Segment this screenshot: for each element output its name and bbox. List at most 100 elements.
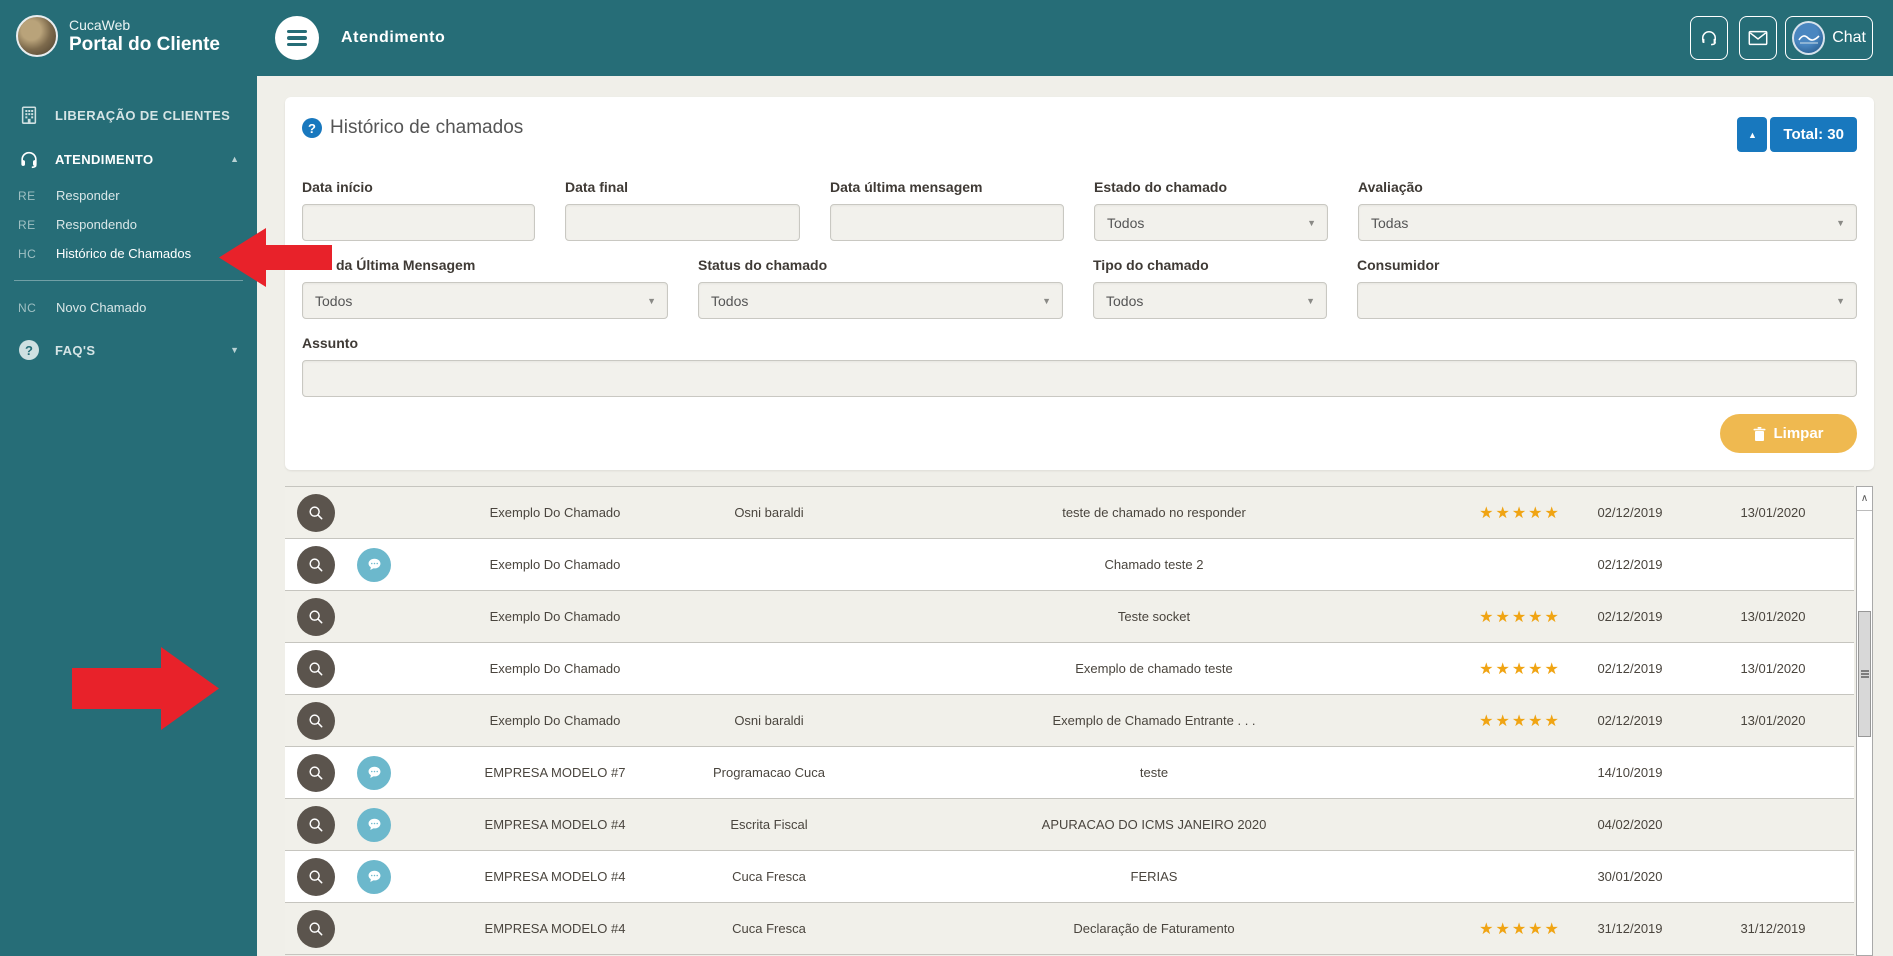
table-row: Exemplo Do Chamado Osni baraldi Exemplo … (285, 695, 1854, 747)
field-label-status-do-chamado: Status do chamado (698, 257, 828, 273)
company-cell: Exemplo Do Chamado (489, 557, 621, 572)
view-ticket-button[interactable] (297, 649, 335, 688)
row-actions (285, 909, 405, 948)
company-cell: EMPRESA MODELO #4 (484, 817, 626, 832)
table-row: Exemplo Do Chamado Chamado teste 2 02/12… (285, 539, 1854, 591)
view-ticket-button[interactable] (297, 597, 335, 636)
chevron-down-icon: ▼ (1042, 295, 1051, 306)
chat-indicator-icon[interactable] (357, 807, 391, 842)
chevron-down-icon: ▼ (1836, 295, 1845, 306)
brand-subtitle: Portal do Cliente (69, 33, 220, 55)
messages-button[interactable] (1739, 16, 1777, 60)
chevron-down-icon[interactable]: ▼ (230, 345, 239, 355)
table-row: Exemplo Do Chamado Osni baraldi teste de… (285, 487, 1854, 539)
view-ticket-button[interactable] (297, 909, 335, 948)
rating-stars: ★★★★★ (1479, 660, 1561, 678)
table-scrollbar[interactable]: ∧ (1856, 486, 1873, 956)
tipo-da-ultima-mensagem-select[interactable]: Todos ▼ (302, 282, 668, 319)
view-ticket-button[interactable] (297, 857, 335, 896)
company-cell: Exemplo Do Chamado (489, 609, 621, 624)
subject-cell: Chamado teste 2 (1104, 557, 1204, 572)
support-headset-button[interactable] (1690, 16, 1728, 60)
sidebar-item-label: Respondendo (56, 217, 137, 232)
tickets-table: Exemplo Do Chamado Osni baraldi teste de… (285, 486, 1854, 955)
attendant-cell: Osni baraldi (734, 505, 804, 520)
data-inicio-input[interactable] (302, 204, 535, 241)
estado-do-chamado-select[interactable]: Todos ▼ (1094, 204, 1328, 241)
status-do-chamado-select[interactable]: Todos ▼ (698, 282, 1063, 319)
brand-avatar (16, 15, 58, 57)
chat-indicator-icon[interactable] (357, 547, 391, 582)
filters-panel: ? Histórico de chamados ▲ Total: 30 Data… (285, 97, 1874, 470)
subject-cell: FERIAS (1130, 869, 1178, 884)
chat-button[interactable]: Chat (1785, 16, 1873, 60)
company-cell: Exemplo Do Chamado (489, 713, 621, 728)
field-label-assunto: Assunto (302, 335, 358, 351)
consumidor-select[interactable]: ▼ (1357, 282, 1857, 319)
menu-toggle-button[interactable] (275, 16, 319, 60)
subject-cell: APURACAO DO ICMS JANEIRO 2020 (1041, 817, 1267, 832)
data-ultima-mensagem-input[interactable] (830, 204, 1064, 241)
sidebar-item-responder[interactable]: RE Responder (0, 181, 257, 210)
assunto-input[interactable] (302, 360, 1857, 397)
headset-icon (18, 149, 40, 169)
sidebar-item-novo-chamado[interactable]: NC Novo Chamado (0, 293, 257, 322)
subject-cell: teste (1139, 765, 1169, 780)
sidebar-item-atendimento[interactable]: ATENDIMENTO ▲ (0, 137, 257, 181)
company-cell: EMPRESA MODELO #4 (484, 921, 626, 936)
tipo-do-chamado-select[interactable]: Todos ▼ (1093, 282, 1327, 319)
company-cell: Exemplo Do Chamado (489, 505, 621, 520)
panel-title: Histórico de chamados (330, 117, 524, 138)
row-actions (285, 493, 405, 532)
view-ticket-button[interactable] (297, 701, 335, 740)
field-label-data-ultima-mensagem: Data última mensagem (830, 179, 983, 195)
sidebar-item-respondendo[interactable]: RE Respondendo (0, 210, 257, 239)
attendant-cell: Osni baraldi (734, 713, 804, 728)
open-date-cell: 02/12/2019 (1597, 505, 1663, 520)
sidebar-item-label: FAQ'S (55, 342, 96, 358)
panel-title-row: ? Histórico de chamados (302, 117, 523, 139)
table-row: EMPRESA MODELO #4 Cuca Fresca Declaração… (285, 903, 1854, 955)
open-date-cell: 02/12/2019 (1597, 713, 1663, 728)
attendant-cell: Cuca Fresca (732, 869, 806, 884)
total-badge: Total: 30 (1770, 117, 1857, 152)
sidebar-item-historico-de-chamados[interactable]: HC Histórico de Chamados (0, 239, 257, 268)
row-actions (285, 857, 405, 896)
headset-icon (1699, 28, 1719, 48)
sidebar-item-liberacao-de-clientes[interactable]: LIBERAÇÃO DE CLIENTES (0, 93, 257, 137)
data-final-input[interactable] (565, 204, 800, 241)
row-actions (285, 753, 405, 792)
sidebar-item-faqs[interactable]: ? FAQ'S ▼ (0, 328, 257, 372)
clear-filters-label: Limpar (1773, 425, 1824, 442)
table-row: EMPRESA MODELO #4 Escrita Fiscal APURACA… (285, 799, 1854, 851)
question-circle-icon: ? (18, 340, 40, 360)
sidebar-item-label: Responder (56, 188, 120, 203)
sidebar-item-abbr: NC (18, 300, 37, 315)
chevron-up-icon: ▲ (1747, 129, 1757, 140)
page-title: Atendimento (341, 29, 446, 46)
chevron-up-icon[interactable]: ▲ (230, 154, 239, 164)
help-icon[interactable]: ? (302, 118, 322, 138)
field-label-consumidor: Consumidor (1357, 257, 1440, 273)
view-ticket-button[interactable] (297, 545, 335, 584)
close-date-cell: 13/01/2020 (1740, 505, 1806, 520)
clear-filters-button[interactable]: Limpar (1720, 414, 1857, 453)
avaliacao-select[interactable]: Todas ▼ (1358, 204, 1857, 241)
view-ticket-button[interactable] (297, 753, 335, 792)
sidebar-item-abbr: RE (18, 188, 36, 203)
chat-indicator-icon[interactable] (357, 755, 391, 790)
scroll-up-button[interactable]: ∧ (1857, 487, 1872, 511)
row-actions (285, 805, 405, 844)
sidebar-item-label: LIBERAÇÃO DE CLIENTES (55, 107, 231, 123)
chevron-down-icon: ▼ (1307, 217, 1316, 228)
row-actions (285, 597, 405, 636)
view-ticket-button[interactable] (297, 805, 335, 844)
view-ticket-button[interactable] (297, 493, 335, 532)
rating-stars: ★★★★★ (1479, 504, 1561, 522)
collapse-panel-button[interactable]: ▲ (1737, 117, 1768, 152)
chat-indicator-icon[interactable] (357, 859, 391, 894)
scrollbar-thumb[interactable] (1858, 611, 1871, 737)
attendant-cell: Programacao Cuca (713, 765, 825, 780)
sidebar-divider (14, 280, 243, 281)
row-actions (285, 649, 405, 688)
